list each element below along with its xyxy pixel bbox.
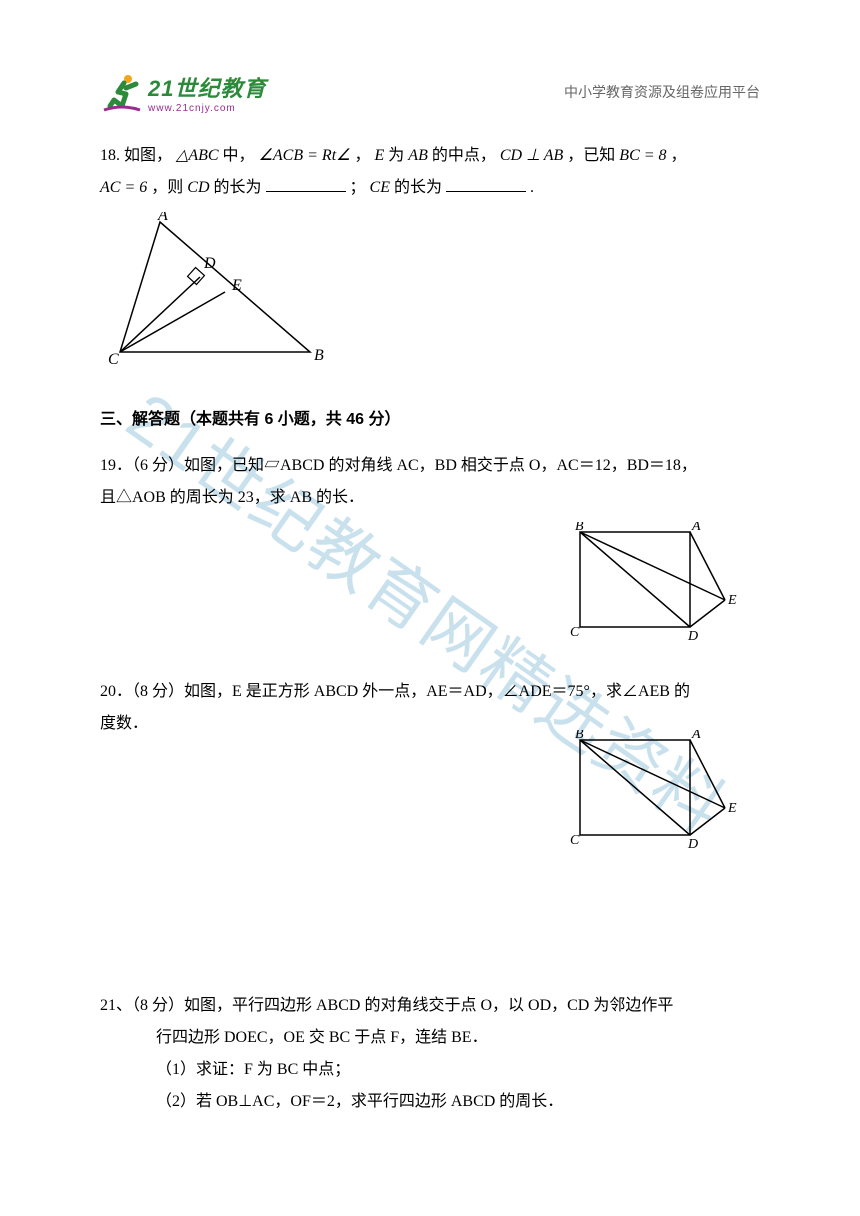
q19-E: E xyxy=(727,593,737,608)
lbl-D: D xyxy=(203,255,216,272)
q19-B: B xyxy=(575,522,584,534)
question-19: 19．（6 分）如图，已知▱ABCD 的对角线 AC，BD 相交于点 O，AC＝… xyxy=(100,450,760,514)
q20-E: E xyxy=(727,801,737,816)
q21-sub1: （1）求证：F 为 BC 中点； xyxy=(100,1054,760,1086)
q18-t4: 为 xyxy=(388,147,408,164)
q18-figure: A B C D E xyxy=(100,212,760,384)
page-header: 21世纪教育 www.21cnjy.com 中小学教育资源及组卷应用平台 xyxy=(0,62,860,122)
lbl-B: B xyxy=(314,347,324,364)
q20-B: B xyxy=(575,730,584,742)
q18-tri: △ABC xyxy=(176,147,219,164)
q21-line2: 行四边形 DOEC，OE 交 BC 于点 F，连结 BE． xyxy=(100,1022,760,1054)
q18-t5: 的中点， xyxy=(432,147,496,164)
q18-t10: ； xyxy=(350,179,370,196)
q18-BC8: BC = 8 xyxy=(619,147,666,164)
q19-A: A xyxy=(691,522,701,534)
runner-icon xyxy=(100,70,144,114)
q20-A: A xyxy=(691,730,701,742)
logo: 21世纪教育 www.21cnjy.com xyxy=(100,70,266,114)
page-content: 18. 如图， △ABC 中， ∠ACB = Rt∠ ， E 为 AB 的中点，… xyxy=(100,140,760,1118)
square-svg-2: B A C D E xyxy=(570,730,740,850)
q20-line1: 20．（8 分）如图，E 是正方形 ABCD 外一点，AE＝AD，∠ADE＝75… xyxy=(100,676,760,708)
q18-t1: 18. 如图， xyxy=(100,147,172,164)
lbl-A: A xyxy=(157,212,168,224)
q18-t12: . xyxy=(530,179,534,196)
q18-t7: ， xyxy=(671,147,687,164)
q18-CDperp: CD ⊥ AB xyxy=(500,147,563,164)
q18-CE: CE xyxy=(370,179,390,196)
question-21: 21、（8 分）如图，平行四边形 ABCD 的对角线交于点 O，以 OD，CD … xyxy=(100,990,760,1118)
q20-D: D xyxy=(687,837,698,850)
logo-main: 21世纪教育 xyxy=(148,71,266,103)
q18-t9: 的长为 xyxy=(214,179,262,196)
q18-t11: 的长为 xyxy=(394,179,442,196)
logo-sub: www.21cnjy.com xyxy=(148,103,266,114)
triangle-svg: A B C D E xyxy=(100,212,330,372)
q19-line1: 19．（6 分）如图，已知▱ABCD 的对角线 AC，BD 相交于点 O，AC＝… xyxy=(100,450,760,482)
blank-ce xyxy=(446,174,526,192)
q18-t3: ， xyxy=(354,147,370,164)
q20-C: C xyxy=(570,833,580,848)
q18-AB: AB xyxy=(408,147,428,164)
q21-sub2: （2）若 OB⊥AC，OF＝2，求平行四边形 ABCD 的周长． xyxy=(100,1086,760,1118)
lbl-C: C xyxy=(108,351,119,368)
q19-line2: 且△AOB 的周长为 23，求 AB 的长． xyxy=(100,482,760,514)
q21-line1: 21、（8 分）如图，平行四边形 ABCD 的对角线交于点 O，以 OD，CD … xyxy=(100,990,760,1022)
q18-ang: ∠ACB = Rt∠ xyxy=(259,147,351,164)
q18-E: E xyxy=(375,147,385,164)
q19-figure: B A C D E xyxy=(100,522,740,642)
lbl-E: E xyxy=(231,277,242,294)
q18-CD: CD xyxy=(187,179,209,196)
question-18: 18. 如图， △ABC 中， ∠ACB = Rt∠ ， E 为 AB 的中点，… xyxy=(100,140,760,204)
q18-t6: ，已知 xyxy=(567,147,619,164)
blank-cd xyxy=(266,174,346,192)
q18-t2: 中， xyxy=(223,147,255,164)
section-3-title: 三、解答题（本题共有 6 小题，共 46 分） xyxy=(100,404,760,436)
q18-t8: ，则 xyxy=(151,179,187,196)
q20-figure: B A C D E xyxy=(100,730,740,850)
q18-AC6: AC = 6 xyxy=(100,179,147,196)
q19-D: D xyxy=(687,629,698,642)
square-svg-1: B A C D E xyxy=(570,522,740,642)
header-right-text: 中小学教育资源及组卷应用平台 xyxy=(564,82,760,102)
q19-C: C xyxy=(570,625,580,640)
logo-text: 21世纪教育 www.21cnjy.com xyxy=(148,71,266,114)
